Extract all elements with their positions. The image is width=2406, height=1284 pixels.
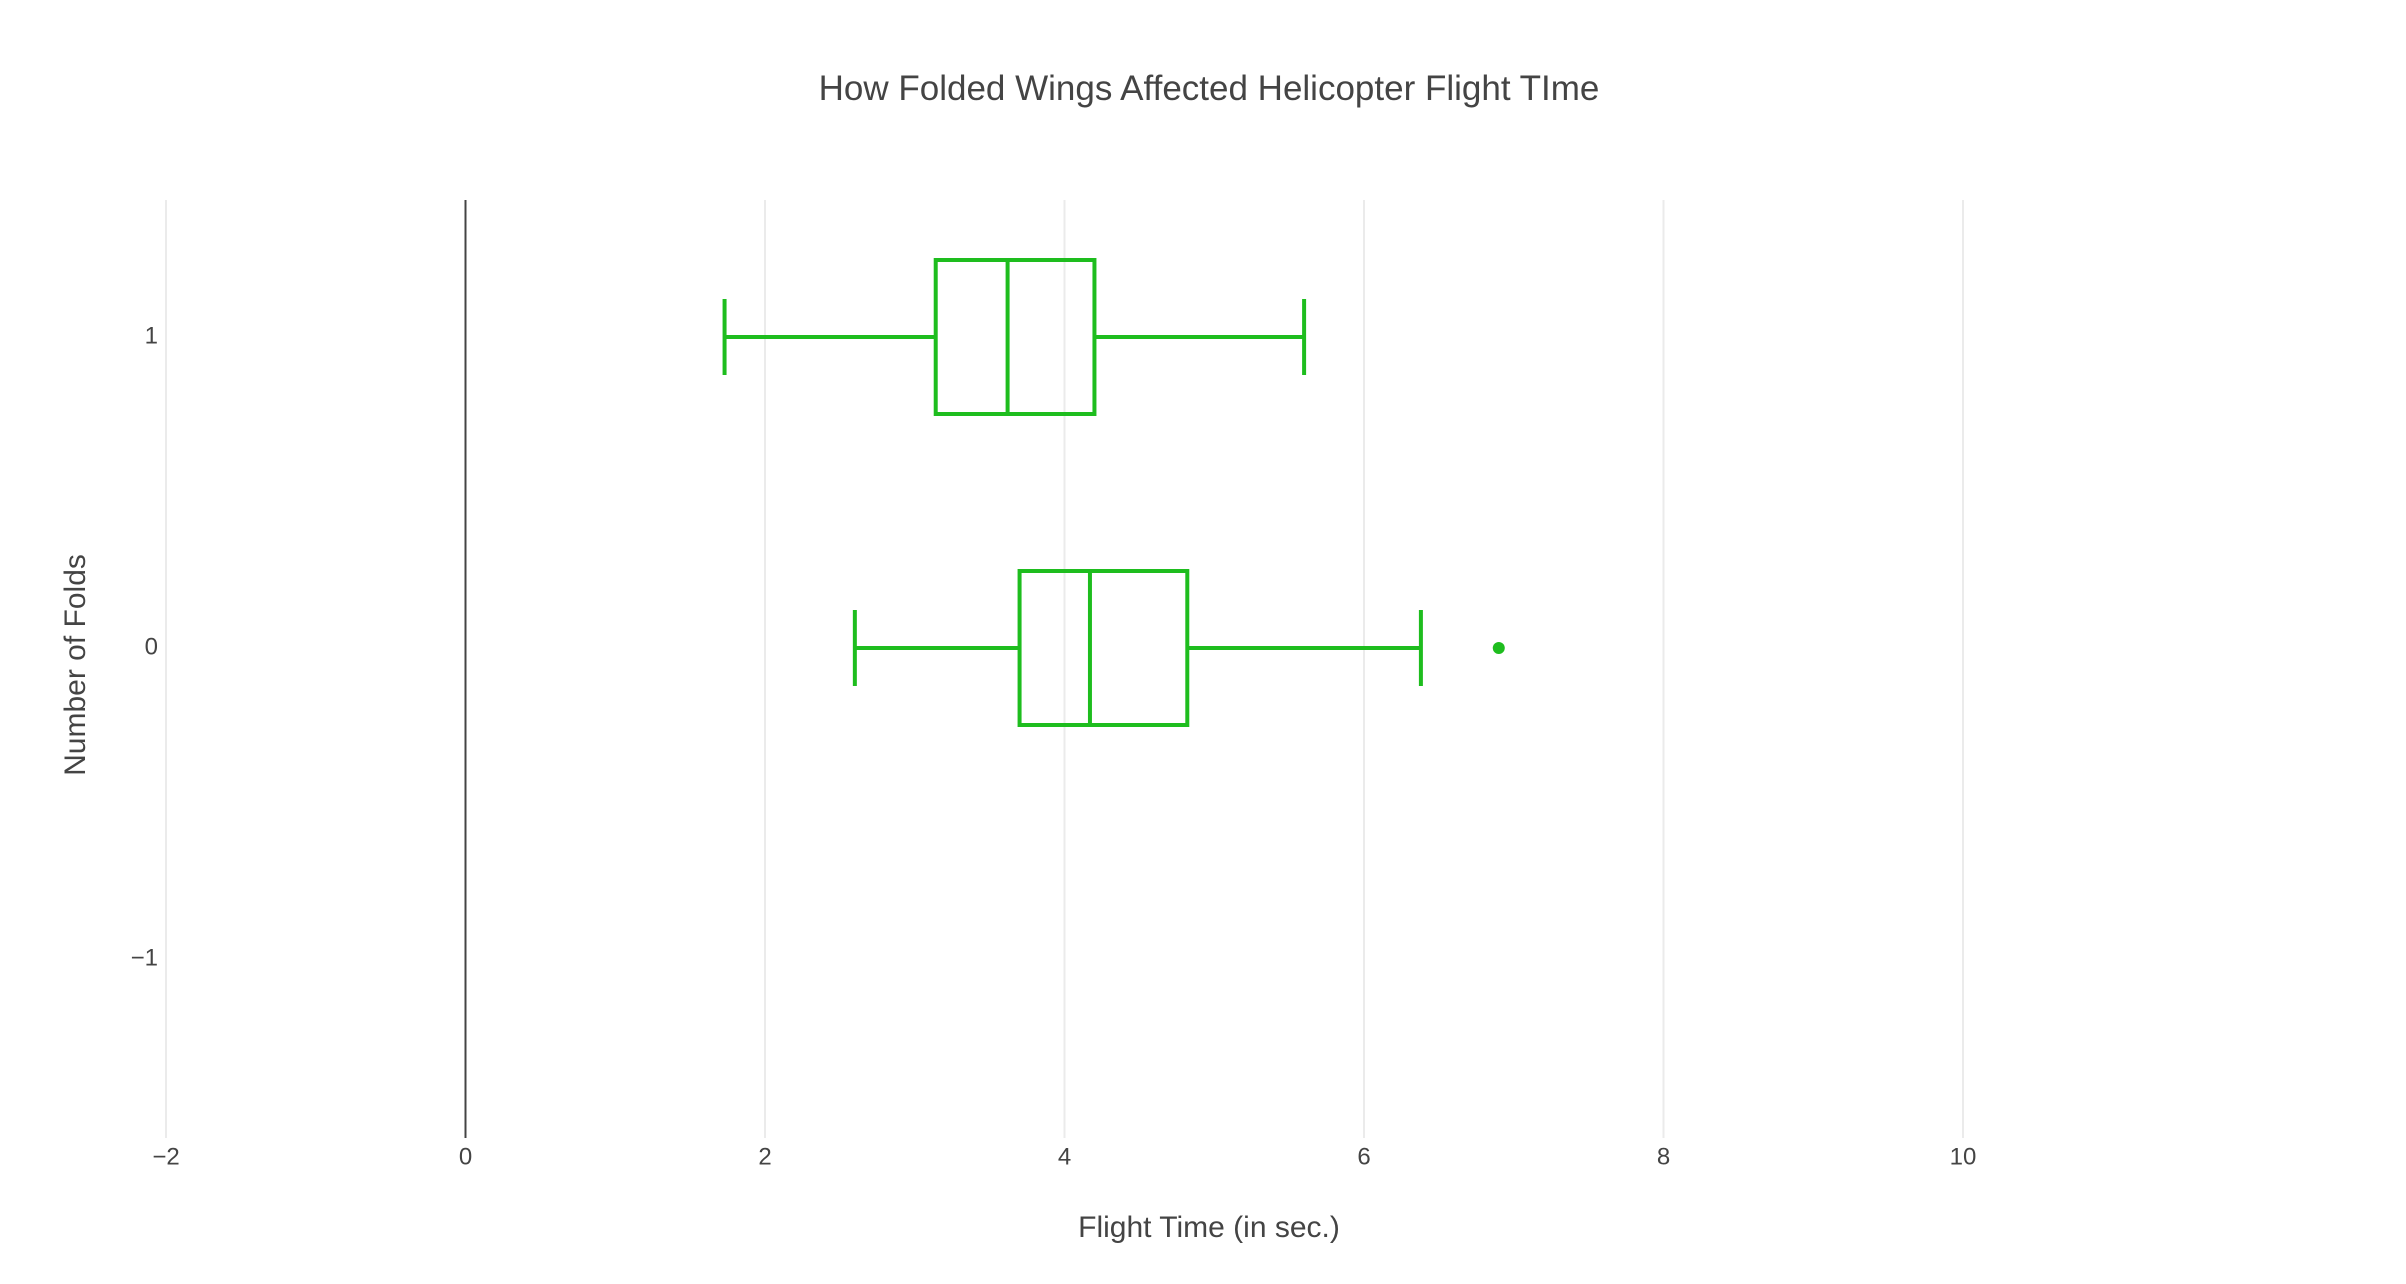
box-group	[852, 569, 1505, 727]
y-tick-label: 0	[145, 633, 158, 660]
x-axis-title: Flight Time (in sec.)	[1078, 1211, 1340, 1244]
y-tick-labels: −1 0 1	[131, 322, 158, 971]
chart-title: How Folded Wings Affected Helicopter Fli…	[819, 69, 1600, 108]
x-tick-label: 0	[459, 1143, 472, 1170]
gridlines	[165, 200, 1964, 1138]
y-tick-label: 1	[145, 322, 158, 349]
x-tick-label: 6	[1357, 1143, 1370, 1170]
box-group	[722, 258, 1307, 416]
y-tick-label: −1	[131, 944, 158, 971]
x-tick-label: −2	[152, 1143, 179, 1170]
y-axis-title: Number of Folds	[59, 554, 92, 776]
x-tick-label: 8	[1657, 1143, 1670, 1170]
boxes-layer	[722, 258, 1505, 727]
x-tick-label: 2	[758, 1143, 771, 1170]
x-tick-label: 4	[1058, 1143, 1071, 1170]
x-tick-labels: −2 0 2 4 6 8 10	[152, 1143, 1976, 1170]
box-iqr	[933, 258, 1097, 416]
box-iqr	[1017, 569, 1190, 727]
outlier-point	[1492, 642, 1505, 654]
x-tick-label: 10	[1950, 1143, 1977, 1170]
